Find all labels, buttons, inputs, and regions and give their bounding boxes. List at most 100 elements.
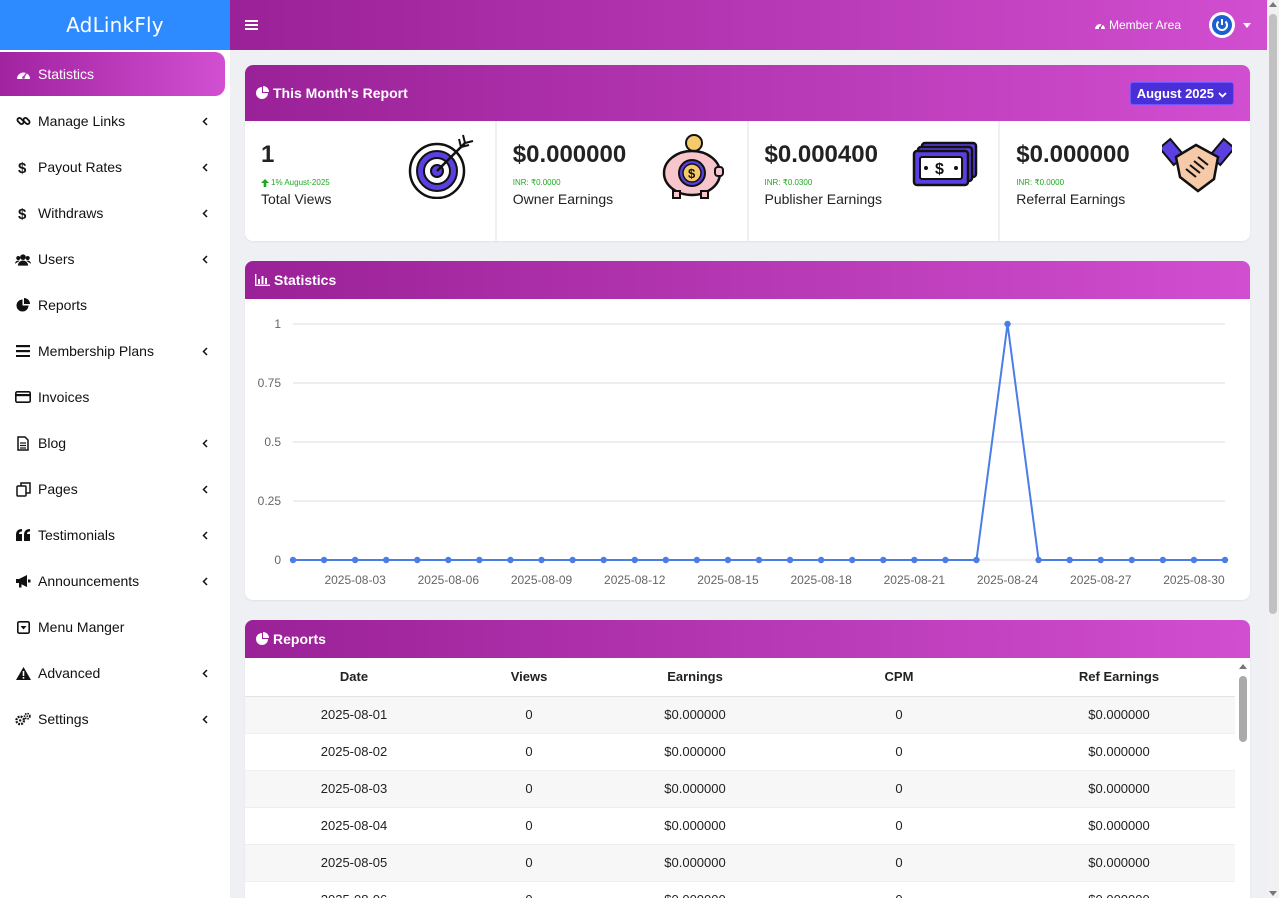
table-scroll-thumb[interactable] [1239, 676, 1247, 742]
brand-logo[interactable]: AdLinkFly [0, 0, 230, 50]
column-header-ref-earnings[interactable]: Ref Earnings [1003, 658, 1235, 697]
sidebar-item-blog[interactable]: Blog [0, 420, 230, 466]
month-select[interactable]: August 2025 [1129, 81, 1234, 105]
sidebar-item-label: Reports [38, 297, 88, 313]
stat-tile-owner-earnings: $0.000000 INR: ₹0.0000 Owner Earnings $ [496, 121, 747, 241]
sidebar-item-pages[interactable]: Pages [0, 466, 230, 512]
data-point[interactable] [724, 556, 732, 564]
table-cell-views: 0 [463, 807, 595, 845]
column-header-earnings[interactable]: Earnings [595, 658, 795, 697]
data-point[interactable] [1035, 556, 1042, 564]
data-point[interactable] [662, 556, 669, 564]
table-cell-ref-earnings: $0.000000 [1003, 696, 1235, 734]
data-point[interactable] [973, 556, 980, 564]
data-point[interactable] [320, 556, 328, 564]
column-header-date[interactable]: Date [245, 658, 463, 697]
data-point[interactable] [755, 556, 763, 564]
bar-chart-icon [255, 274, 270, 286]
table-cell-ref-earnings: $0.000000 [1003, 807, 1235, 845]
table-cell-date: 2025-08-01 [245, 696, 463, 734]
column-header-cpm[interactable]: CPM [795, 658, 1003, 697]
y-tick-label: 0.75 [258, 376, 282, 390]
scroll-down-icon[interactable] [1269, 891, 1277, 896]
data-point[interactable] [880, 556, 887, 564]
table-cell-cpm: 0 [795, 696, 1003, 734]
data-point[interactable] [631, 556, 638, 564]
sidebar-item-settings[interactable]: Settings [0, 696, 230, 742]
quote-icon [15, 527, 31, 543]
sidebar-item-announcements[interactable]: Announcements [0, 558, 230, 604]
money-stack-icon: $ [910, 133, 980, 199]
sidebar-item-label: Statistics [38, 66, 95, 82]
member-area-link[interactable]: Member Area [1094, 18, 1181, 32]
column-header-views[interactable]: Views [463, 658, 595, 697]
y-tick-label: 0.25 [258, 494, 282, 508]
sidebar-item-users[interactable]: Users [0, 236, 230, 282]
stat-value: $0.000000 [1016, 141, 1130, 168]
table-cell-ref-earnings: $0.000000 [1003, 770, 1235, 808]
chevron-left-icon [200, 438, 210, 448]
page-scroll-thumb[interactable] [1269, 14, 1277, 614]
sidebar-item-testimonials[interactable]: Testimonials [0, 512, 230, 558]
data-point[interactable] [911, 556, 918, 564]
data-point[interactable] [507, 556, 514, 564]
data-point[interactable] [1190, 556, 1198, 564]
scroll-up-icon[interactable] [1269, 2, 1277, 7]
table-cell-earnings: $0.000000 [595, 881, 795, 898]
stat-subtext-label: 1% August-2025 [271, 178, 330, 187]
sidebar-item-label: Menu Manger [38, 619, 125, 635]
warning-icon [15, 665, 31, 681]
table-cell-cpm: 0 [795, 733, 1003, 771]
pie-chart-icon [15, 297, 31, 313]
sidebar-item-statistics[interactable]: Statistics [0, 52, 225, 96]
data-point[interactable] [445, 556, 452, 564]
sidebar-item-payout-rates[interactable]: $ Payout Rates [0, 144, 230, 190]
sidebar-item-invoices[interactable]: Invoices [0, 374, 230, 420]
data-point[interactable] [1221, 556, 1229, 564]
table-scrollbar[interactable] [1236, 658, 1250, 898]
arrow-up-icon [261, 178, 269, 187]
sidebar-item-manage-links[interactable]: Manage Links [0, 98, 230, 144]
statistics-title: Statistics [274, 272, 337, 288]
page-scrollbar[interactable] [1267, 0, 1279, 898]
data-point[interactable] [383, 556, 390, 564]
data-point[interactable] [817, 556, 825, 564]
data-point[interactable] [1066, 556, 1073, 564]
caret-down-icon[interactable] [1243, 22, 1251, 28]
data-point[interactable] [600, 556, 607, 564]
data-point[interactable] [1004, 320, 1011, 328]
reports-table: Date Views Earnings CPM Ref Earnings 2025-08… [245, 658, 1235, 898]
avatar[interactable] [1209, 12, 1235, 38]
sidebar-item-reports[interactable]: Reports [0, 282, 230, 328]
data-point[interactable] [289, 556, 297, 564]
data-point[interactable] [1128, 556, 1135, 564]
data-point[interactable] [351, 556, 359, 564]
link-icon [15, 113, 31, 129]
table-cell-views: 0 [463, 881, 595, 898]
data-point[interactable] [476, 556, 483, 564]
data-point[interactable] [538, 556, 545, 564]
table-cell-earnings: $0.000000 [595, 844, 795, 882]
data-point[interactable] [1159, 556, 1167, 564]
scroll-up-icon[interactable] [1239, 664, 1247, 669]
data-point[interactable] [569, 556, 576, 564]
dollar-icon: $ [15, 159, 31, 175]
data-point[interactable] [849, 556, 856, 564]
sidebar-item-menu-manger[interactable]: Menu Manger [0, 604, 230, 650]
menu-toggle-icon[interactable] [244, 18, 258, 32]
sidebar-item-advanced[interactable]: Advanced [0, 650, 230, 696]
y-tick-label: 1 [274, 317, 281, 331]
data-point[interactable] [786, 556, 794, 564]
bullhorn-icon [15, 573, 31, 589]
data-point[interactable] [1097, 556, 1104, 564]
sidebar-item-label: Blog [38, 435, 67, 451]
data-point[interactable] [693, 556, 701, 564]
sidebar-item-membership-plans[interactable]: Membership Plans [0, 328, 230, 374]
table-row: 2025-08-02 0 $0.000000 0 $0.000000 [245, 733, 1235, 771]
handshake-icon [1158, 133, 1236, 199]
data-point[interactable] [942, 556, 949, 564]
y-tick-label: 0.5 [264, 435, 281, 449]
data-point[interactable] [414, 556, 421, 564]
stat-tile-total-views: 1 1% August-2025 Total Views [245, 121, 495, 241]
sidebar-item-withdraws[interactable]: $ Withdraws [0, 190, 230, 236]
